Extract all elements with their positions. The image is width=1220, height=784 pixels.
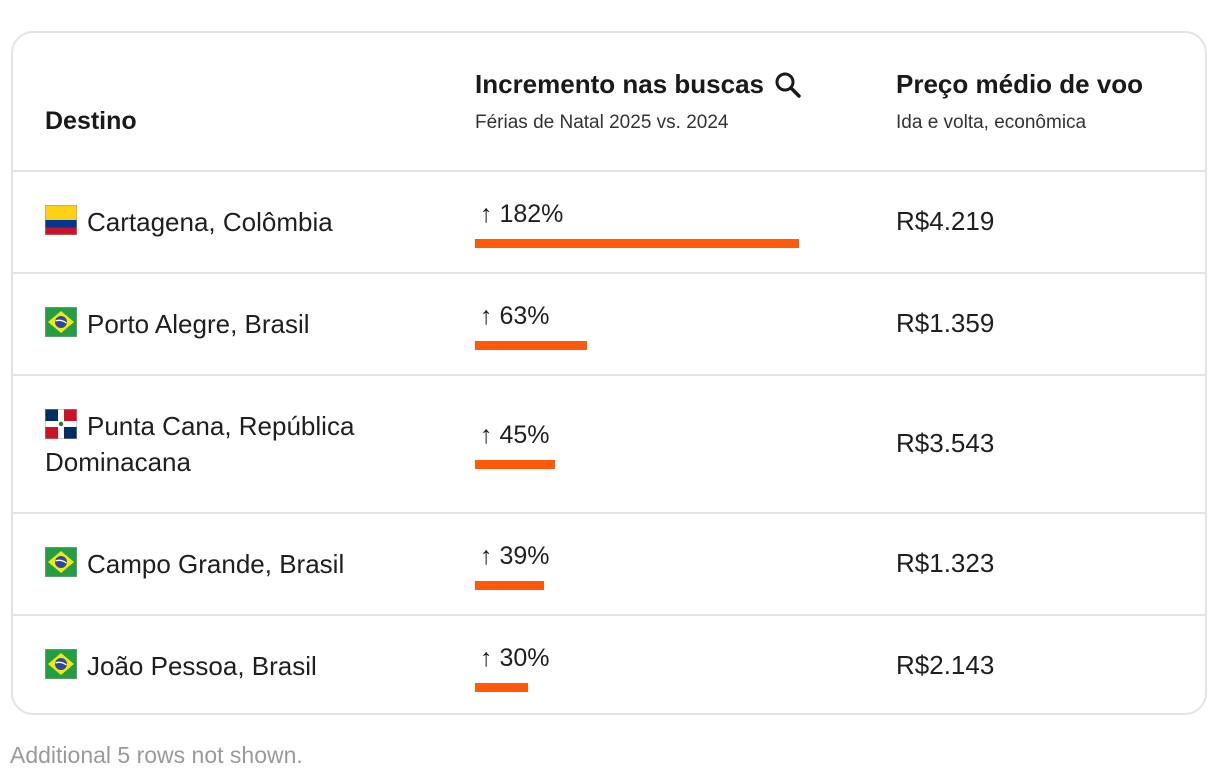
destination-name: Campo Grande, Brasil bbox=[87, 549, 345, 579]
destination-name: Punta Cana, República Dominacana bbox=[45, 411, 355, 477]
increase-label: ↑ 30% bbox=[480, 644, 550, 672]
price-value: R$1.359 bbox=[896, 308, 995, 338]
table-row: João Pessoa, Brasil ↑ 30% R$2.143 bbox=[13, 616, 1205, 713]
increase-bar bbox=[475, 683, 528, 692]
destination-cell: Porto Alegre, Brasil bbox=[45, 306, 310, 342]
header-preco-title: Preço médio de voo bbox=[896, 69, 1144, 99]
destination-name: João Pessoa, Brasil bbox=[87, 651, 317, 681]
brazil-flag-icon bbox=[45, 547, 77, 577]
price-value: R$2.143 bbox=[896, 650, 995, 680]
header-incremento-title: Incremento nas buscas bbox=[475, 69, 764, 99]
increase-bar bbox=[475, 460, 555, 469]
table-header: Destino Incremento nas buscas Férias de … bbox=[13, 33, 1205, 172]
colombia-flag-icon bbox=[45, 205, 77, 235]
increase-bar bbox=[475, 239, 799, 248]
header-destino: Destino bbox=[45, 107, 137, 135]
price-value: R$1.323 bbox=[896, 548, 995, 578]
destination-cell: Campo Grande, Brasil bbox=[45, 546, 344, 582]
destination-cell: Punta Cana, República Dominacana bbox=[45, 408, 405, 480]
destination-cell: Cartagena, Colômbia bbox=[45, 204, 333, 240]
table-row: Cartagena, Colômbia ↑ 182% R$4.219 bbox=[13, 172, 1205, 274]
increase-bar bbox=[475, 341, 587, 350]
price-value: R$3.543 bbox=[896, 428, 995, 458]
brazil-flag-icon bbox=[45, 649, 77, 679]
header-preco: Preço médio de voo Ida e volta, econômic… bbox=[896, 69, 1143, 134]
header-preco-subtitle: Ida e volta, econômica bbox=[896, 112, 1087, 133]
header-incremento: Incremento nas buscas Férias de Natal 20… bbox=[475, 69, 802, 134]
table-row: Porto Alegre, Brasil ↑ 63% R$1.359 bbox=[13, 274, 1205, 376]
increase-label: ↑ 182% bbox=[480, 200, 564, 228]
increase-label: ↑ 63% bbox=[480, 302, 550, 330]
table-row: Campo Grande, Brasil ↑ 39% R$1.323 bbox=[13, 514, 1205, 616]
destination-name: Cartagena, Colômbia bbox=[87, 207, 333, 237]
brazil-flag-icon bbox=[45, 307, 77, 337]
dominican-republic-flag-icon bbox=[45, 409, 77, 439]
destination-cell: João Pessoa, Brasil bbox=[45, 648, 317, 684]
search-icon bbox=[774, 71, 802, 99]
increase-label: ↑ 39% bbox=[480, 542, 550, 570]
table-row: Punta Cana, República Dominacana ↑ 45% R… bbox=[13, 376, 1205, 514]
price-value: R$4.219 bbox=[896, 206, 995, 236]
footnote: Additional 5 rows not shown. bbox=[10, 742, 303, 768]
destinations-table: Destino Incremento nas buscas Férias de … bbox=[11, 31, 1207, 715]
header-incremento-subtitle: Férias de Natal 2025 vs. 2024 bbox=[475, 112, 729, 133]
increase-label: ↑ 45% bbox=[480, 421, 550, 449]
increase-bar bbox=[475, 581, 544, 590]
destination-name: Porto Alegre, Brasil bbox=[87, 309, 310, 339]
